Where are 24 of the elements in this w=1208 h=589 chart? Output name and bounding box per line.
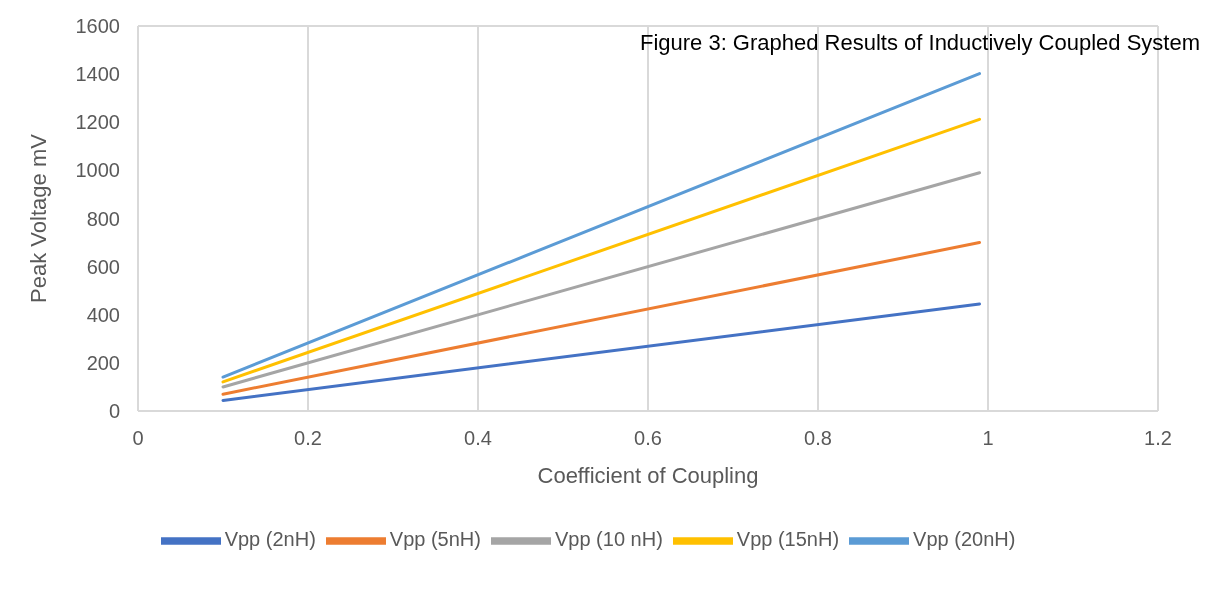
legend-label: Vpp (10 nH): [554, 528, 663, 551]
y-tick-label: 400: [86, 303, 120, 326]
x-axis-title: Coefficient of Coupling: [537, 463, 759, 488]
legend-label: Vpp (5nH): [389, 528, 481, 551]
y-tick-label: 600: [86, 255, 120, 278]
x-tick-label: 0.6: [634, 427, 662, 450]
x-tick-label: 0.8: [804, 427, 832, 450]
y-tick-label: 0: [108, 400, 120, 423]
legend-label: Vpp (20nH): [913, 528, 1016, 551]
y-tick-label: 200: [86, 351, 120, 374]
x-tick-label: 1: [982, 427, 994, 450]
x-tick-label: 1.2: [1144, 427, 1172, 450]
y-axis-title: Peak Voltage mV: [25, 133, 51, 303]
x-tick-label: 0: [132, 427, 144, 450]
chart-title: Figure 3: Graphed Results of Inductively Coupled System: [639, 30, 1200, 56]
x-tick-label: 0.2: [294, 427, 322, 450]
x-tick-label: 0.4: [464, 427, 492, 450]
y-tick-label: 1600: [75, 15, 120, 38]
y-tick-label: 1000: [75, 159, 120, 182]
y-tick-label: 1200: [75, 111, 120, 134]
legend-label: Vpp (15nH): [736, 528, 840, 551]
y-tick-label: 800: [86, 207, 120, 230]
y-tick-label: 1400: [75, 63, 120, 86]
legend-label: Vpp (2nH): [224, 528, 316, 551]
